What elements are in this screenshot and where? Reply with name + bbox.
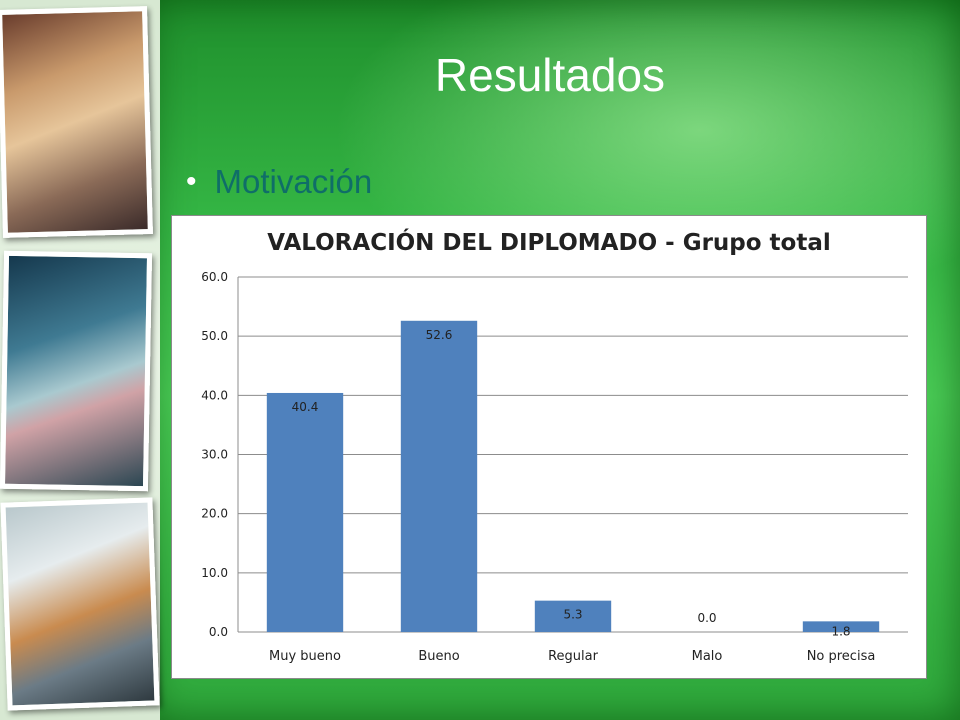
x-tick-label: Bueno [418, 649, 459, 664]
data-label: 40.4 [292, 400, 319, 414]
y-tick-label: 30.0 [201, 448, 228, 462]
x-tick-label: Malo [692, 649, 723, 664]
y-tick-label: 50.0 [201, 329, 228, 343]
bar [266, 392, 344, 632]
bar [802, 621, 880, 632]
students-photo [0, 6, 153, 238]
data-label: 1.8 [831, 624, 850, 638]
chart-panel: VALORACIÓN DEL DIPLOMADO - Grupo total 0… [171, 215, 927, 679]
bar-chart: 0.0 10.0 20.0 30.0 40.0 50.0 60.0 40.4 Muy bueno… [201, 270, 908, 664]
y-tick-label: 20.0 [201, 507, 228, 521]
chart-title: VALORACIÓN DEL DIPLOMADO - Grupo total [267, 230, 831, 256]
photo-strip [0, 0, 160, 720]
data-label: 52.6 [426, 328, 453, 342]
bullet-dot-icon: • [186, 165, 197, 198]
slide-title: Resultados [434, 49, 666, 101]
y-tick-label: 10.0 [201, 566, 228, 580]
y-tick-label: 40.0 [201, 388, 228, 402]
bar [534, 600, 612, 632]
x-tick-label: No precisa [807, 649, 876, 664]
classroom-photo [0, 497, 160, 711]
bar [400, 320, 478, 632]
y-tick-label: 60.0 [201, 270, 228, 284]
x-tick-label: Muy bueno [269, 649, 341, 664]
bullet-text: Motivación [214, 163, 373, 200]
bullet-item: • Motivación [186, 163, 372, 201]
chalkboard-photo [0, 250, 153, 492]
x-tick-label: Regular [548, 649, 599, 664]
data-label: 5.3 [563, 608, 582, 622]
data-label: 0.0 [697, 611, 716, 625]
y-tick-label: 0.0 [209, 625, 228, 639]
